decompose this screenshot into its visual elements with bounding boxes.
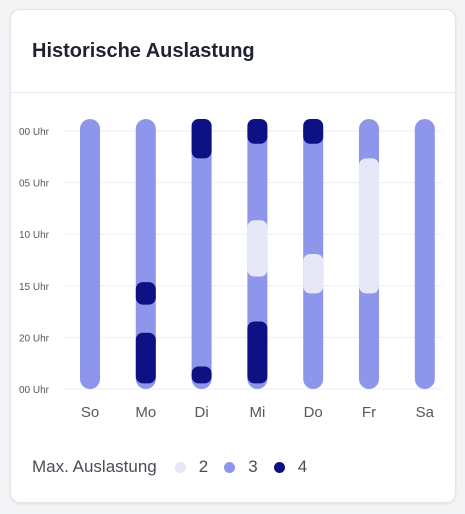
legend-label: 2 xyxy=(198,457,209,476)
y-tick-label: 10 Uhr xyxy=(19,230,50,241)
segment-mo-level-4 xyxy=(135,332,156,384)
segment-mo-level-4 xyxy=(135,282,156,305)
bar-sa xyxy=(414,119,435,389)
segment-mi-level-4 xyxy=(247,119,268,144)
utilization-chart: 00 Uhr 05 Uhr 10 Uhr 15 Uhr 20 Uhr 00 Uhr So Mo… xyxy=(19,119,442,421)
legend-dot-icon xyxy=(174,461,186,473)
x-tick-label: Di xyxy=(195,404,209,421)
y-tick-label: 20 Uhr xyxy=(19,333,50,344)
segment-mi-level-2 xyxy=(247,220,268,277)
segment-do-level-2 xyxy=(303,254,324,294)
segment-di-level-4 xyxy=(191,119,212,159)
x-tick-label: So xyxy=(81,404,99,421)
legend-item-3: 3 xyxy=(224,457,258,477)
card-header: Historische Auslastung xyxy=(11,10,455,93)
card-title: Historische Auslastung xyxy=(32,39,255,62)
x-tick-label: Fr xyxy=(362,404,376,421)
bar-mo xyxy=(135,119,156,389)
legend-title: Max. Auslastung xyxy=(32,457,157,476)
bar-so xyxy=(80,119,100,389)
bar-di xyxy=(191,119,212,389)
segment-di-level-4 xyxy=(191,366,212,384)
y-tick-label: 05 Uhr xyxy=(19,179,50,190)
y-tick-label: 00 Uhr xyxy=(19,385,50,396)
x-tick-label: Mo xyxy=(135,404,156,421)
historical-utilization-card: Historische Auslastung 00 Uhr 05 Uhr 10 Uh… xyxy=(10,9,456,503)
segment-fr-level-2 xyxy=(359,158,379,294)
legend-dot-icon xyxy=(224,461,236,473)
legend-label: 4 xyxy=(297,457,308,476)
x-tick-label: Sa xyxy=(416,404,435,421)
x-tick-label: Do xyxy=(304,404,323,421)
legend-dot-icon xyxy=(273,461,285,473)
legend: Max. Auslastung 2 3 4 xyxy=(32,456,323,478)
y-tick-label: 00 Uhr xyxy=(19,127,50,138)
legend-label: 3 xyxy=(248,457,258,476)
segment-mi-level-4 xyxy=(247,321,268,384)
legend-item-2: 2 xyxy=(174,457,209,477)
x-tick-label: Mi xyxy=(249,404,265,421)
y-tick-label: 15 Uhr xyxy=(19,282,50,293)
legend-item-4: 4 xyxy=(273,457,308,477)
segment-do-level-4 xyxy=(303,119,324,144)
